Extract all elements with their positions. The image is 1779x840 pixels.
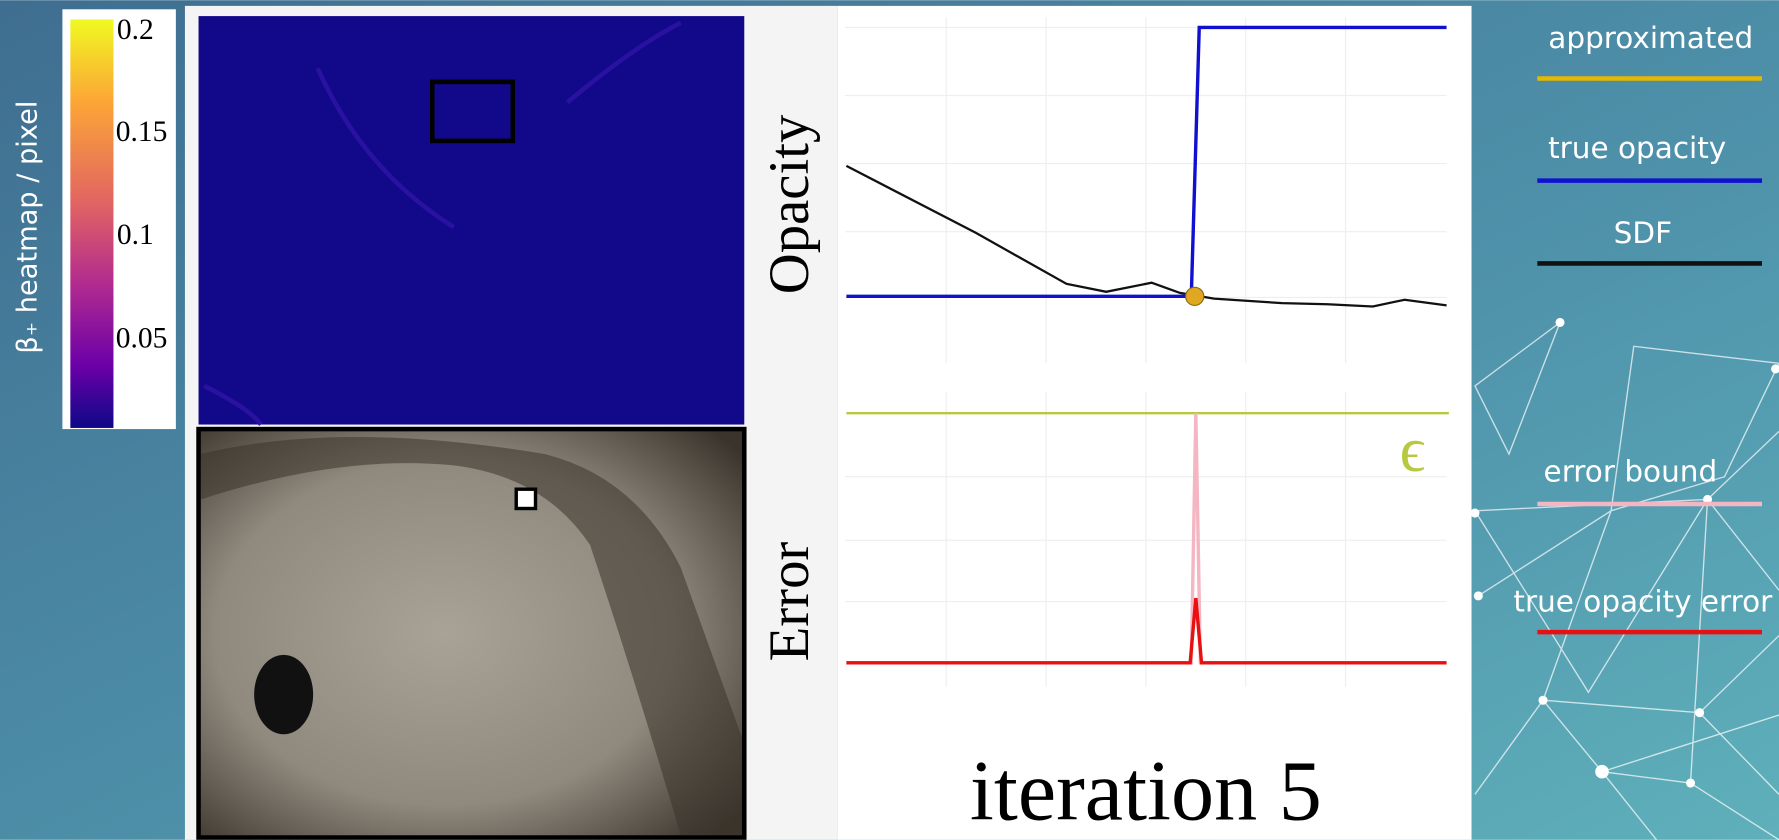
- selection-box: [516, 489, 535, 508]
- colorbar-tick: 0.15: [116, 116, 168, 148]
- legend-label: SDF: [1614, 216, 1672, 250]
- plot-panel: [837, 6, 1471, 840]
- colorbar: [70, 19, 113, 427]
- colorbar-tick: 0.05: [116, 322, 168, 354]
- epsilon-label: ϵ: [1400, 414, 1426, 485]
- y-axis-label: Error: [758, 542, 821, 662]
- image-hole: [254, 655, 313, 734]
- legend-label: error bound: [1544, 454, 1718, 488]
- approximated-point: [1186, 287, 1204, 305]
- legend-label: true opacity error: [1513, 585, 1773, 619]
- legend-label: true opacity: [1548, 131, 1726, 165]
- heatmap: [199, 16, 745, 424]
- y-axis-label: Opacity: [758, 114, 821, 294]
- caption: iteration 5: [970, 742, 1322, 838]
- legend-label: approximated: [1548, 21, 1753, 55]
- colorbar-tick: 0.2: [117, 14, 154, 46]
- slide: β₊ heatmap / pixel 0.2 0.15 0.1 0.05 Opa…: [0, 0, 1779, 840]
- colorbar-label: β₊ heatmap / pixel: [12, 101, 43, 354]
- colorbar-tick: 0.1: [117, 219, 154, 251]
